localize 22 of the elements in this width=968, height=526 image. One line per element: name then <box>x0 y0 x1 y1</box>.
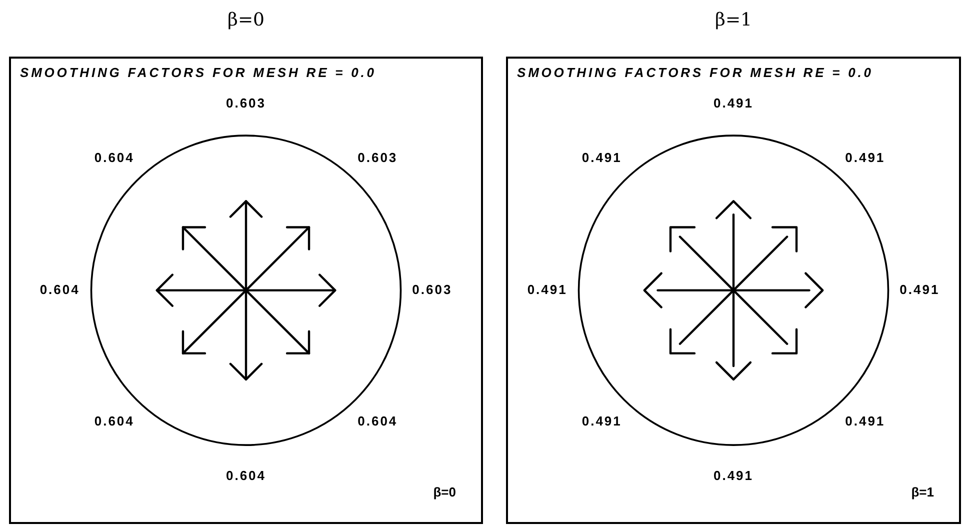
text: β=0 <box>433 484 456 500</box>
text: SMOOTHING FACTORS FOR MESH RE = 0.0 <box>20 65 376 80</box>
data-label: 0.604 <box>358 414 398 429</box>
data-label: 0.604 <box>94 150 134 166</box>
data-label: 0.491 <box>527 282 568 297</box>
text: β=1 <box>911 484 934 500</box>
data-label: 0.491 <box>845 414 886 429</box>
data-label: 0.491 <box>713 468 754 484</box>
data-label: 0.604 <box>94 414 134 429</box>
data-label: 0.603 <box>226 96 266 111</box>
data-label: 0.491 <box>582 414 622 429</box>
text: β=1 <box>715 9 752 30</box>
data-label: 0.603 <box>412 282 452 297</box>
data-label: 0.491 <box>713 96 754 111</box>
data-label: 0.604 <box>40 282 80 297</box>
data-label: 0.604 <box>226 468 266 484</box>
data-label: 0.491 <box>900 282 940 297</box>
data-label: 0.491 <box>845 150 886 166</box>
text: SMOOTHING FACTORS FOR MESH RE = 0.0 <box>517 65 874 80</box>
data-label: 0.603 <box>358 150 398 166</box>
text: β=0 <box>228 9 264 30</box>
data-label: 0.491 <box>582 150 622 166</box>
